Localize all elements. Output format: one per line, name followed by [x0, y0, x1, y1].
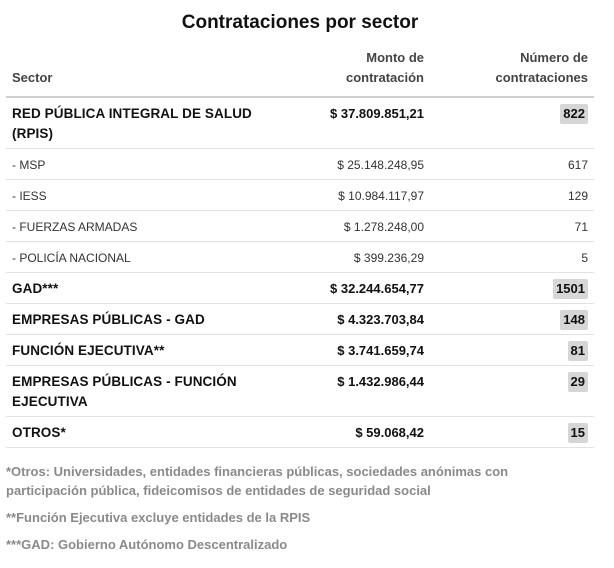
sector-cell: GAD***	[6, 272, 294, 304]
count-cell: 1501	[430, 272, 594, 304]
amount-cell: $ 4.323.703,84	[294, 303, 430, 335]
count-cell: 129	[430, 179, 594, 211]
count-badge: 15	[567, 423, 588, 443]
count-badge: 81	[567, 341, 588, 361]
table-row: GAD*** $ 32.244.654,77 1501	[6, 272, 594, 304]
footnote-gad: ***GAD: Gobierno Autónomo Descentralizad…	[6, 537, 288, 552]
amount-cell: $ 25.148.248,95	[294, 148, 430, 180]
count-cell: 71	[430, 210, 594, 242]
table-row: EMPRESAS PÚBLICAS - FUNCIÓN EJECUTIVA $ …	[6, 365, 594, 417]
count-badge: 822	[560, 104, 588, 124]
count-badge: 1501	[553, 279, 588, 299]
count-cell: 15	[430, 416, 594, 448]
contracts-table: Sector Monto de contratación Número de c…	[6, 48, 594, 448]
table-title: Contrataciones por sector	[181, 12, 419, 33]
table-row: - IESS $ 10.984.117,97 129	[6, 179, 594, 211]
header-count: Número de contrataciones	[430, 48, 594, 98]
amount-cell: $ 59.068,42	[294, 416, 430, 448]
sector-cell: - IESS	[6, 179, 294, 211]
sector-cell: OTROS*	[6, 416, 294, 448]
header-sector: Sector	[6, 48, 294, 98]
count-cell: 81	[430, 334, 594, 366]
count-cell: 822	[430, 97, 594, 149]
amount-cell: $ 399.236,29	[294, 241, 430, 273]
sector-cell: EMPRESAS PÚBLICAS - FUNCIÓN EJECUTIVA	[6, 365, 294, 417]
table-row: - MSP $ 25.148.248,95 617	[6, 148, 594, 180]
amount-cell: $ 3.741.659,74	[294, 334, 430, 366]
count-cell: 29	[430, 365, 594, 417]
sector-cell: EMPRESAS PÚBLICAS - GAD	[6, 303, 294, 335]
footnotes: *Otros: Universidades, entidades financi…	[6, 462, 546, 562]
sector-cell: FUNCIÓN EJECUTIVA**	[6, 334, 294, 366]
table-row: - POLICÍA NACIONAL $ 399.236,29 5	[6, 241, 594, 273]
footnote-otros: *Otros: Universidades, entidades financi…	[6, 464, 509, 498]
amount-cell: $ 37.809.851,21	[294, 97, 430, 149]
table-row: RED PÚBLICA INTEGRAL DE SALUD (RPIS) $ 3…	[6, 97, 594, 149]
amount-cell: $ 1.278.248,00	[294, 210, 430, 242]
table-row: FUNCIÓN EJECUTIVA** $ 3.741.659,74 81	[6, 334, 594, 366]
count-cell: 5	[430, 241, 594, 273]
count-cell: 148	[430, 303, 594, 335]
amount-cell: $ 10.984.117,97	[294, 179, 430, 211]
amount-cell: $ 32.244.654,77	[294, 272, 430, 304]
table-row: EMPRESAS PÚBLICAS - GAD $ 4.323.703,84 1…	[6, 303, 594, 335]
count-badge: 148	[560, 310, 588, 330]
amount-cell: $ 1.432.986,44	[294, 365, 430, 417]
sector-cell: - FUERZAS ARMADAS	[6, 210, 294, 242]
footnote-funcion-ejecutiva: **Función Ejecutiva excluye entidades de…	[6, 510, 311, 525]
sector-cell: - MSP	[6, 148, 294, 180]
header-amount: Monto de contratación	[294, 48, 430, 98]
count-badge: 29	[567, 372, 588, 392]
sector-cell: - POLICÍA NACIONAL	[6, 241, 294, 273]
table-header-row: Sector Monto de contratación Número de c…	[6, 48, 594, 98]
count-cell: 617	[430, 148, 594, 180]
table-row: OTROS* $ 59.068,42 15	[6, 416, 594, 448]
sector-cell: RED PÚBLICA INTEGRAL DE SALUD (RPIS)	[6, 97, 294, 149]
table-row: - FUERZAS ARMADAS $ 1.278.248,00 71	[6, 210, 594, 242]
